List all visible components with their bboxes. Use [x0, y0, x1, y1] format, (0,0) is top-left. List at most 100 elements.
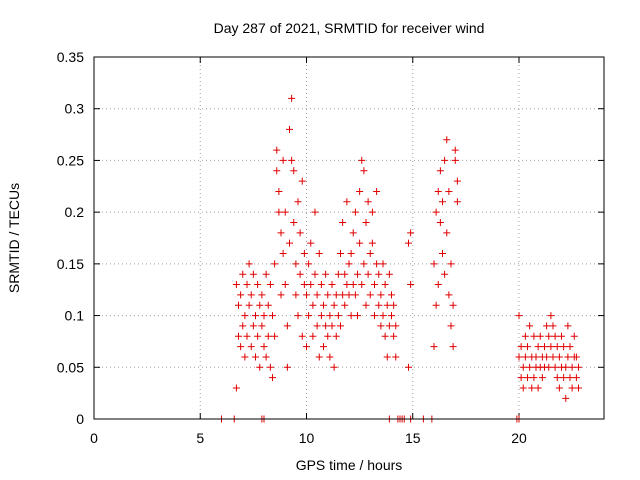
data-point	[279, 156, 287, 164]
data-point	[288, 94, 296, 102]
data-point	[392, 353, 400, 361]
data-point	[269, 374, 276, 382]
data-point	[381, 332, 389, 340]
data-point	[337, 322, 344, 330]
data-point	[545, 332, 553, 340]
data-point	[332, 332, 340, 340]
data-point	[441, 156, 449, 164]
data-point	[519, 384, 527, 392]
data-point	[517, 343, 525, 351]
data-point	[532, 353, 540, 361]
data-point	[430, 260, 438, 268]
data-point	[235, 332, 242, 340]
data-point	[239, 270, 247, 278]
data-point	[534, 343, 542, 351]
data-point	[553, 374, 561, 382]
data-point	[373, 260, 381, 268]
data-point	[445, 187, 453, 195]
data-point	[309, 332, 317, 340]
data-point	[575, 363, 582, 371]
data-point	[407, 281, 415, 289]
data-point	[271, 260, 279, 268]
data-point	[368, 239, 376, 247]
data-point	[307, 239, 315, 247]
data-point	[439, 250, 446, 258]
data-point	[339, 218, 347, 226]
y-tick-label: 0.25	[57, 152, 84, 168]
data-point	[349, 229, 357, 237]
data-point	[254, 281, 262, 289]
data-point	[247, 291, 255, 299]
data-point	[294, 198, 302, 206]
data-point	[517, 374, 525, 382]
data-point	[405, 239, 412, 247]
data-point	[275, 187, 283, 195]
y-tick-label: 0	[76, 411, 84, 427]
data-point	[271, 332, 279, 340]
data-point	[334, 270, 342, 278]
data-point	[264, 332, 272, 340]
data-point	[375, 301, 383, 309]
data-point	[317, 281, 325, 289]
data-point	[300, 281, 308, 289]
data-point	[385, 322, 393, 330]
data-point	[351, 208, 359, 216]
data-point	[364, 198, 372, 206]
y-tick-label: 0.1	[65, 308, 85, 324]
data-point	[269, 312, 276, 320]
data-point	[560, 343, 568, 351]
data-point	[390, 332, 398, 340]
data-point	[277, 229, 285, 237]
data-point	[526, 363, 534, 371]
data-point	[256, 301, 264, 309]
data-point	[362, 218, 370, 226]
data-point	[305, 312, 313, 320]
y-tick-label: 0.15	[57, 256, 84, 272]
data-point	[572, 353, 580, 361]
data-point	[326, 312, 334, 320]
data-point	[283, 363, 291, 371]
data-point	[441, 270, 449, 278]
data-point	[360, 167, 368, 175]
data-point	[298, 332, 306, 340]
data-point	[249, 322, 257, 330]
data-point	[322, 270, 330, 278]
x-axis-ticks: 0 5 10 15 20	[90, 57, 527, 446]
data-point	[568, 363, 576, 371]
data-point	[356, 239, 364, 247]
data-point	[303, 291, 310, 299]
data-point	[315, 353, 323, 361]
data-point	[541, 343, 548, 351]
data-point	[324, 291, 332, 299]
data-point	[430, 343, 438, 351]
data-point	[328, 281, 336, 289]
data-point	[347, 312, 355, 320]
data-point	[379, 312, 387, 320]
data-point	[373, 187, 381, 195]
data-point	[281, 281, 289, 289]
data-point	[343, 198, 351, 206]
data-point	[322, 322, 330, 330]
data-point	[362, 301, 370, 309]
data-point	[377, 322, 385, 330]
data-point	[281, 208, 289, 216]
data-point	[356, 187, 364, 195]
plot-frame	[93, 56, 605, 420]
data-point	[366, 291, 374, 299]
y-tick-label: 0.2	[65, 204, 85, 220]
data-point	[345, 291, 353, 299]
data-point	[358, 281, 366, 289]
data-point	[558, 332, 565, 340]
data-point	[449, 301, 457, 309]
data-point	[575, 384, 582, 392]
data-point	[286, 125, 293, 133]
data-point	[252, 312, 259, 320]
data-point	[360, 260, 368, 268]
data-point	[258, 322, 266, 330]
data-point	[439, 198, 446, 206]
data-point	[237, 343, 245, 351]
data-point	[290, 167, 298, 175]
data-point	[232, 384, 240, 392]
data-point	[324, 332, 332, 340]
data-point	[572, 374, 580, 382]
